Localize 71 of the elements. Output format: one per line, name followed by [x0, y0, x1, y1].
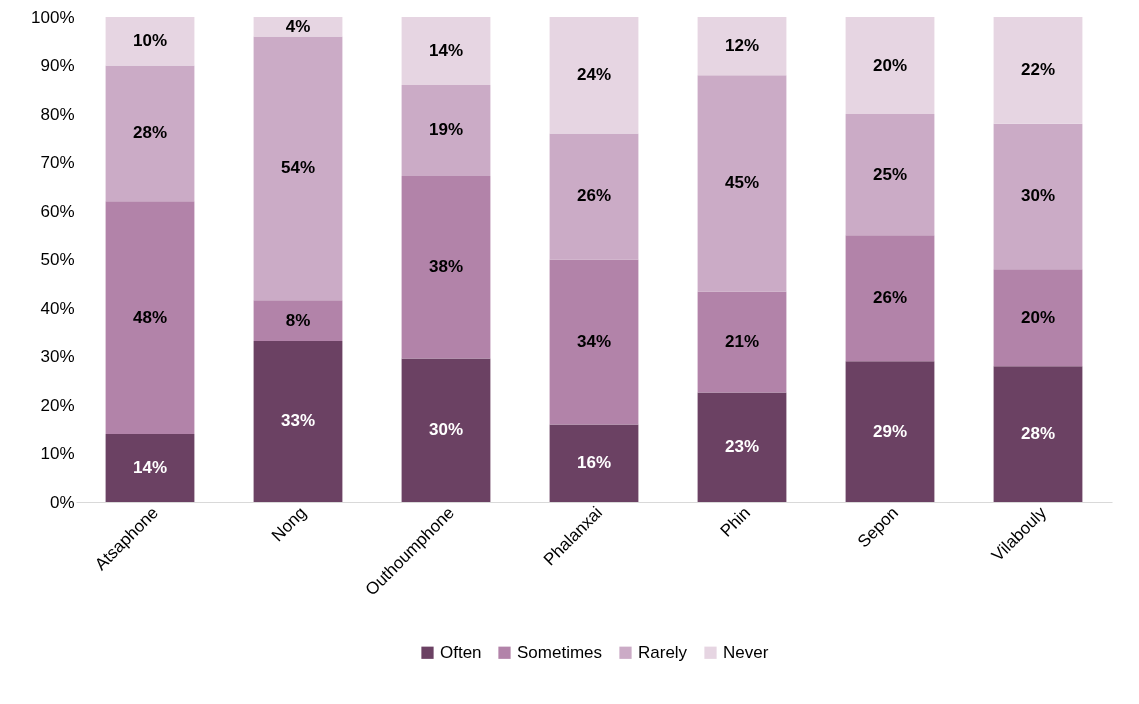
bar	[253, 340, 343, 502]
bar	[845, 17, 935, 114]
bar	[697, 75, 787, 292]
y-tick-label: 50%	[40, 250, 75, 269]
y-tick-label: 20%	[40, 395, 75, 415]
data-label: 4%	[285, 16, 311, 36]
data-label: 23%	[724, 437, 760, 457]
bar	[993, 366, 1083, 502]
legend-label: Never	[723, 642, 769, 662]
bar	[253, 300, 343, 341]
data-label: 14%	[132, 458, 168, 478]
bar	[105, 434, 195, 502]
y-tick-label: 0%	[49, 492, 75, 512]
data-label: 19%	[428, 120, 464, 140]
data-label: 20%	[1020, 307, 1056, 327]
x-tick-label: Phin	[716, 503, 755, 541]
data-label: 29%	[872, 421, 908, 441]
legend-label: Often	[440, 642, 482, 662]
legend-label: Sometimes	[517, 642, 603, 662]
bar	[697, 291, 787, 393]
bar	[845, 114, 935, 236]
data-label: 26%	[576, 186, 612, 206]
data-label: 30%	[428, 420, 464, 440]
data-label: 16%	[576, 453, 612, 473]
data-label: 25%	[872, 164, 908, 184]
bar	[105, 17, 195, 66]
y-tick-label: 70%	[40, 153, 75, 172]
y-tick-label: 40%	[40, 298, 75, 318]
bar	[845, 361, 935, 502]
y-tick-label: 60%	[40, 201, 75, 221]
data-label: 26%	[872, 288, 908, 308]
bar	[845, 235, 935, 362]
bar	[401, 84, 491, 177]
data-label: 45%	[724, 173, 760, 193]
data-label: 12%	[724, 36, 760, 56]
bar	[993, 269, 1083, 367]
data-label: 30%	[1020, 186, 1056, 206]
data-label: 22%	[1020, 60, 1056, 80]
bar	[549, 133, 639, 260]
bar	[253, 36, 343, 301]
data-label: 54%	[280, 158, 316, 178]
bar	[105, 201, 195, 435]
bar	[697, 17, 787, 76]
bar	[993, 123, 1083, 270]
legend-label: Rarely	[638, 642, 688, 662]
bar	[401, 17, 491, 85]
data-label: 21%	[724, 331, 760, 351]
data-label: 28%	[132, 123, 168, 143]
bar	[549, 424, 639, 502]
bar	[401, 358, 491, 502]
data-label: 28%	[1020, 424, 1056, 444]
y-tick-label: 10%	[40, 444, 75, 463]
bar	[993, 17, 1083, 124]
data-label: 34%	[576, 331, 612, 351]
data-label: 33%	[280, 411, 316, 431]
data-label: 14%	[428, 40, 464, 60]
y-tick-label: 90%	[40, 56, 75, 75]
data-label: 48%	[132, 307, 168, 327]
data-label: 20%	[872, 55, 908, 75]
data-label: 8%	[285, 310, 311, 330]
data-label: 10%	[132, 31, 168, 51]
bar	[549, 17, 639, 134]
y-tick-label: 30%	[40, 347, 75, 366]
bar	[549, 259, 639, 425]
data-label: 24%	[576, 65, 612, 85]
y-tick-label: 80%	[40, 104, 75, 124]
data-label: 38%	[428, 257, 464, 277]
y-tick-label: 100%	[31, 7, 75, 27]
bar	[697, 392, 787, 502]
bar	[401, 176, 491, 359]
bar	[105, 65, 195, 202]
